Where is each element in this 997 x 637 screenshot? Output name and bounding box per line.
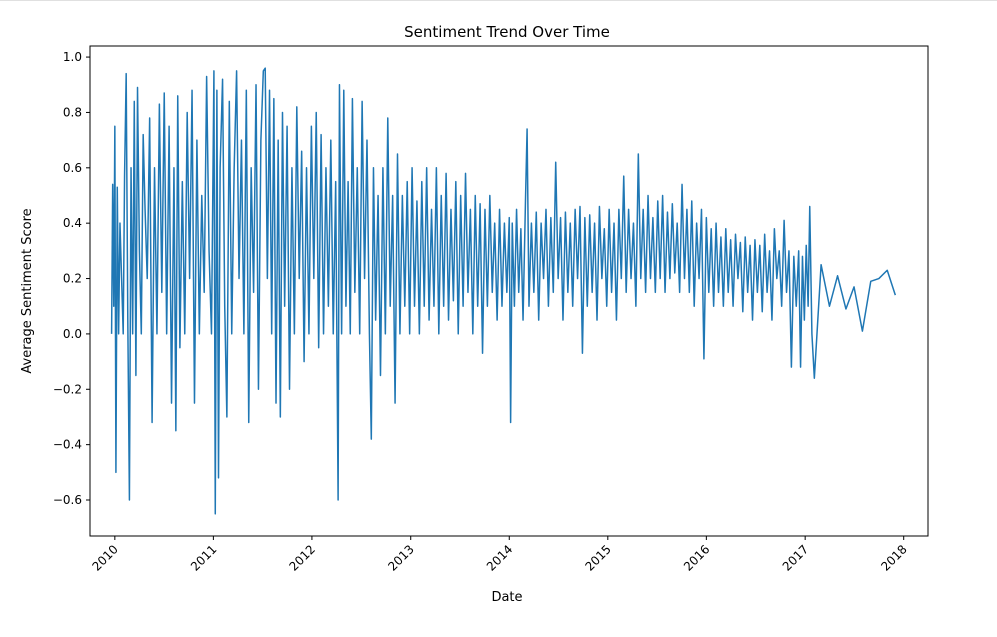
y-tick-label: 0.4 bbox=[63, 216, 82, 230]
top-border bbox=[0, 0, 997, 1]
plot-area: −0.6 −0.4 −0.2 0.0 0.2 0.4 0.6 0.8 1.0 2010 2011 20… bbox=[53, 45, 929, 574]
y-tick-label: 0.0 bbox=[63, 327, 82, 341]
x-tick-label: 2015 bbox=[582, 542, 613, 573]
chart-title: Sentiment Trend Over Time bbox=[404, 23, 610, 41]
x-tick-label: 2013 bbox=[385, 542, 416, 573]
x-tick-label: 2014 bbox=[484, 542, 515, 573]
x-tick-label: 2018 bbox=[878, 542, 909, 573]
y-axis-label: Average Sentiment Score bbox=[20, 208, 35, 373]
y-tick-label: 0.6 bbox=[63, 161, 82, 175]
x-tick-label: 2016 bbox=[681, 542, 712, 573]
y-tick-label: −0.6 bbox=[53, 493, 82, 507]
y-tick-label: −0.4 bbox=[53, 438, 82, 452]
y-tick-label: 1.0 bbox=[63, 50, 82, 64]
x-tick-label: 2010 bbox=[89, 542, 120, 573]
y-tick-label: −0.2 bbox=[53, 382, 82, 396]
x-tick-label: 2017 bbox=[780, 542, 811, 573]
x-tick-label: 2012 bbox=[287, 542, 318, 573]
series-line bbox=[110, 67, 897, 515]
x-axis-label: Date bbox=[491, 590, 522, 605]
x-tick-label: 2011 bbox=[188, 542, 219, 573]
y-tick-label: 0.8 bbox=[63, 105, 82, 119]
y-tick-label: 0.2 bbox=[63, 272, 82, 286]
